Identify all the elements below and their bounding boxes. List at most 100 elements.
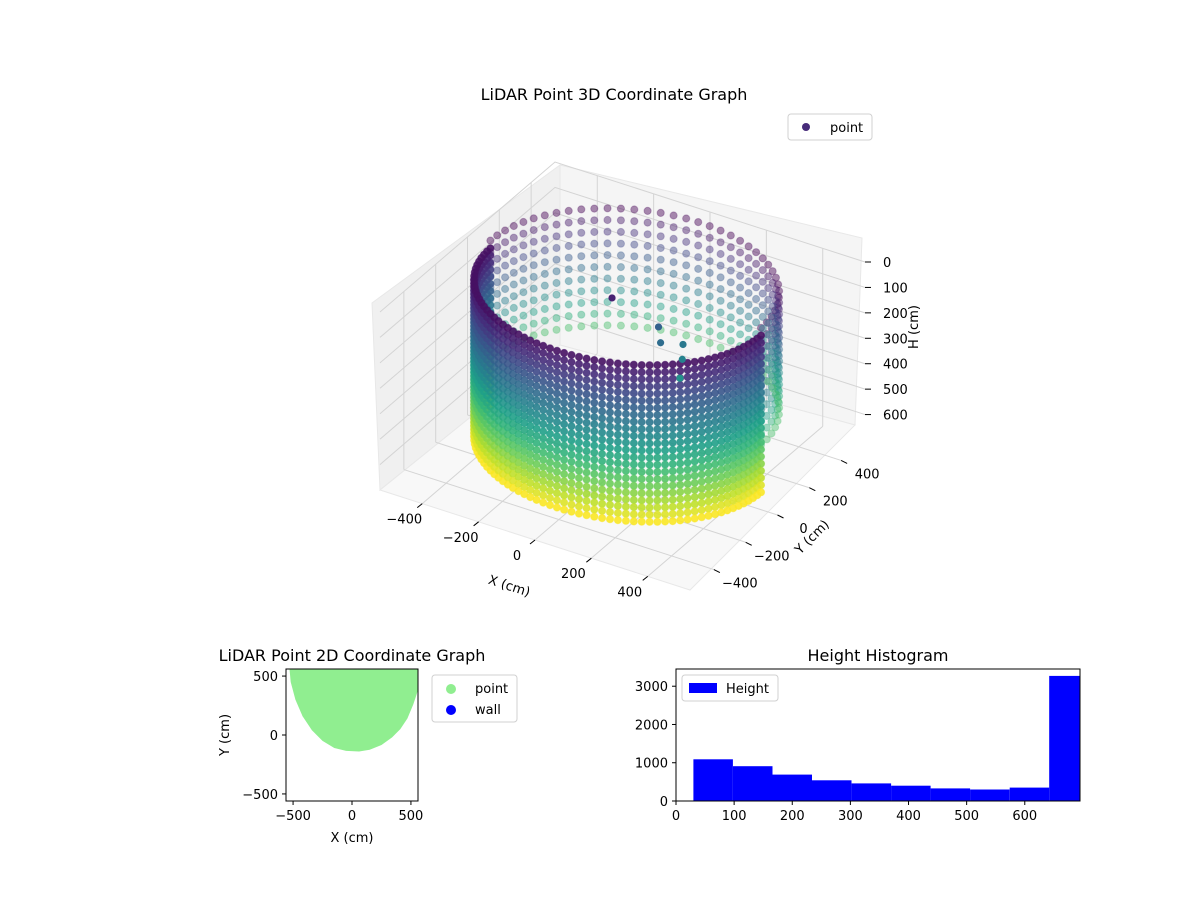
cloud-point bbox=[716, 226, 725, 235]
cloud-point bbox=[630, 217, 639, 226]
y-tick-mark-3d bbox=[745, 541, 752, 546]
cloud-point bbox=[668, 417, 677, 426]
cloud-point bbox=[598, 514, 607, 523]
cloud-point bbox=[529, 272, 538, 281]
x-axis-label-3d: X (cm) bbox=[486, 573, 532, 601]
cloud-point bbox=[637, 460, 646, 469]
cloud-point bbox=[574, 388, 584, 397]
cloud-point bbox=[621, 367, 631, 376]
cloud-point bbox=[590, 356, 599, 365]
cloud-point bbox=[768, 267, 777, 276]
cloud-point bbox=[577, 252, 586, 261]
cloud-point bbox=[590, 405, 599, 414]
histogram-title: Height Histogram bbox=[808, 646, 949, 665]
cloud-point bbox=[774, 373, 783, 382]
cloud-point bbox=[560, 470, 569, 479]
cloud-point bbox=[621, 374, 631, 383]
cloud-point bbox=[574, 495, 584, 504]
cloud-point bbox=[637, 489, 646, 498]
cloud-point bbox=[645, 467, 654, 477]
cloud-point bbox=[564, 241, 573, 251]
cloud-point bbox=[716, 285, 725, 294]
cloud-point bbox=[756, 331, 766, 340]
cloud-point bbox=[519, 311, 528, 320]
cloud-point bbox=[668, 445, 677, 454]
cloud-point bbox=[771, 317, 780, 327]
cloud-point bbox=[653, 489, 662, 498]
cloud-point bbox=[668, 388, 677, 397]
x-tick-label-3d: 200 bbox=[561, 567, 586, 582]
cloud-point bbox=[590, 434, 599, 443]
cloud-point bbox=[616, 274, 626, 283]
cloud-point bbox=[603, 274, 612, 283]
cloud-point bbox=[539, 420, 548, 429]
cloud-point bbox=[509, 221, 518, 231]
cloud-point bbox=[694, 253, 703, 262]
cloud-point bbox=[676, 416, 685, 425]
cloud-point bbox=[668, 431, 677, 440]
cloud-point bbox=[676, 473, 685, 482]
histogram-bar bbox=[733, 766, 773, 801]
cloud-point bbox=[630, 205, 639, 214]
cloud-point bbox=[582, 425, 591, 434]
cloud-point bbox=[645, 410, 654, 420]
cloud-point bbox=[637, 382, 646, 391]
cloud-point bbox=[605, 401, 615, 410]
cloud-point bbox=[775, 392, 784, 401]
cloud-point bbox=[683, 451, 692, 460]
histogram-bar bbox=[772, 774, 812, 801]
cloud-point bbox=[637, 368, 646, 377]
cloud-point bbox=[567, 372, 576, 381]
cloud-point bbox=[590, 204, 599, 213]
cloud-point bbox=[643, 323, 652, 332]
cloud-point bbox=[683, 479, 692, 488]
cloud-point bbox=[669, 211, 678, 220]
cloud-point bbox=[613, 494, 623, 503]
cloud-point bbox=[744, 265, 753, 274]
cloud-point bbox=[501, 284, 510, 294]
cloud-point bbox=[645, 403, 654, 412]
cloud-point bbox=[637, 446, 646, 455]
plot-3d: LiDAR Point 3D Coordinate Graph −400 −200… bbox=[371, 85, 922, 601]
cloud-point bbox=[621, 466, 631, 476]
cloud-point bbox=[540, 269, 549, 278]
cloud-point bbox=[577, 287, 586, 296]
cloud-point bbox=[603, 215, 612, 225]
legend-2d-point-marker bbox=[446, 684, 456, 694]
cloud-point bbox=[629, 374, 638, 384]
cloud-point bbox=[661, 389, 670, 398]
histogram-bar bbox=[1009, 787, 1050, 801]
cloud-point bbox=[661, 375, 670, 384]
cloud-point bbox=[756, 402, 766, 411]
cloud-point bbox=[605, 479, 615, 488]
cloud-point bbox=[605, 443, 615, 453]
cloud-point bbox=[501, 308, 510, 317]
cloud-point bbox=[682, 261, 691, 270]
cloud-point bbox=[690, 507, 699, 516]
cloud-point bbox=[567, 415, 576, 424]
cloud-point bbox=[676, 438, 685, 447]
cloud-point bbox=[574, 395, 584, 404]
point-cloud bbox=[469, 204, 784, 526]
cloud-point bbox=[552, 278, 561, 288]
cloud-point bbox=[668, 517, 677, 526]
cloud-point bbox=[752, 271, 761, 280]
cloud-point bbox=[629, 495, 638, 505]
cloud-point bbox=[645, 489, 654, 498]
cloud-point bbox=[509, 280, 518, 289]
cloud-point bbox=[560, 477, 569, 486]
cloud-point bbox=[539, 370, 548, 379]
cloud-point bbox=[613, 501, 623, 510]
cloud-point bbox=[605, 358, 615, 367]
cloud-point bbox=[545, 493, 555, 503]
cloud-point bbox=[613, 409, 623, 418]
cloud-point bbox=[552, 417, 562, 427]
cloud-point bbox=[519, 229, 528, 238]
y-tick-label-hist: 1000 bbox=[635, 757, 668, 772]
cloud-point bbox=[771, 329, 780, 338]
cloud-point bbox=[645, 382, 654, 391]
y-tick-label-3d: −400 bbox=[722, 577, 758, 592]
cloud-point bbox=[567, 350, 576, 360]
cloud-point bbox=[637, 425, 646, 434]
